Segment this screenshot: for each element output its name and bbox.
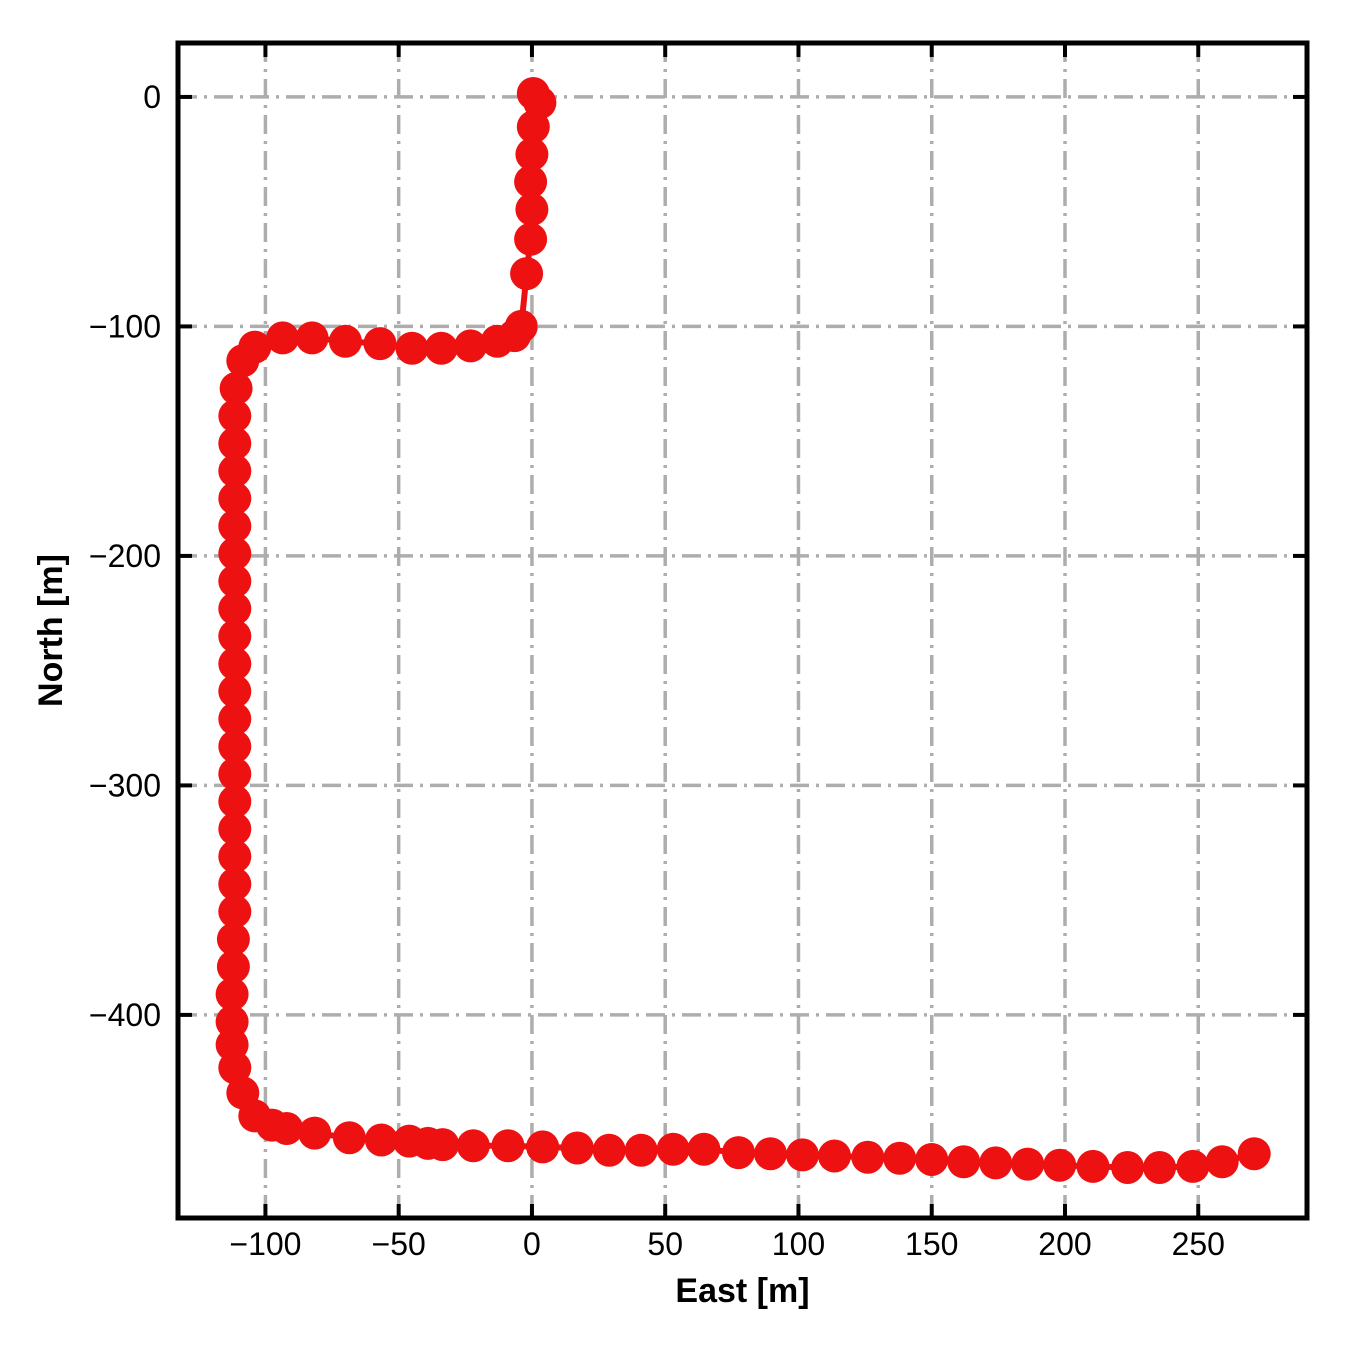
y-tick-label: 0 [143, 79, 161, 115]
data-point [514, 222, 548, 256]
data-point [266, 321, 300, 355]
data-point [218, 454, 252, 488]
x-tick-label: 0 [523, 1226, 541, 1262]
x-tick-label: −100 [229, 1226, 301, 1262]
data-point [218, 840, 252, 873]
x-tick-label: 200 [1038, 1226, 1091, 1262]
data-point [592, 1133, 626, 1167]
x-tick-label: 100 [772, 1226, 825, 1262]
data-point [218, 482, 252, 515]
trajectory-line [229, 90, 1258, 1171]
data-point [332, 1121, 366, 1155]
data-point [215, 1005, 249, 1039]
data-point [218, 867, 252, 901]
data-point [818, 1139, 851, 1173]
y-axis-label: North [m] [32, 554, 70, 707]
data-point [516, 110, 550, 144]
data-point [883, 1141, 917, 1175]
data-point [1011, 1147, 1045, 1181]
x-tick-label: 250 [1172, 1226, 1225, 1262]
data-point [1143, 1151, 1177, 1184]
data-point [218, 537, 252, 571]
data-point [515, 137, 549, 171]
data-point [491, 1129, 525, 1163]
grid-layer [178, 43, 1307, 1218]
data-point [560, 1131, 594, 1165]
data-point [1205, 1145, 1239, 1179]
data-point [947, 1145, 981, 1179]
x-tick-label: −50 [372, 1226, 426, 1262]
y-tick-label: −400 [89, 997, 161, 1033]
data-point [395, 331, 429, 365]
data-point [218, 399, 252, 433]
data-point [218, 702, 252, 736]
data-point [295, 321, 329, 355]
data-point [915, 1143, 949, 1176]
data-point [218, 1051, 252, 1085]
data-point [218, 509, 252, 543]
data-point [1076, 1149, 1110, 1183]
data-point [363, 327, 397, 361]
data-point [218, 757, 252, 791]
data-point [687, 1132, 721, 1166]
axes-layer [175, 40, 1310, 1221]
data-point [480, 324, 514, 358]
data-point [218, 674, 252, 708]
data-point [328, 324, 362, 358]
data-point [218, 812, 252, 846]
data-point [218, 785, 252, 818]
data-point [656, 1132, 690, 1166]
data-point [1111, 1151, 1145, 1184]
data-point [218, 427, 252, 460]
data-point [226, 344, 260, 378]
data-point [722, 1136, 755, 1170]
series-layer [215, 77, 1271, 1184]
data-point [218, 619, 252, 653]
data-point [1237, 1137, 1271, 1171]
x-axis-label: East [m] [675, 1272, 809, 1310]
data-point [456, 1129, 490, 1163]
data-point [786, 1138, 819, 1172]
data-point [754, 1137, 787, 1171]
data-point [218, 647, 252, 681]
tick-label-layer: −100 −50 0 50 100 150 200 250 0 −100 −200 −300 −400 [89, 79, 1225, 1262]
data-point [218, 729, 252, 763]
data-point [515, 192, 549, 226]
data-point [624, 1133, 658, 1167]
x-tick-label: 50 [647, 1226, 683, 1262]
data-point [218, 895, 252, 929]
data-point [979, 1146, 1013, 1180]
data-point [270, 1112, 304, 1145]
data-point [218, 592, 252, 626]
plot-spines [175, 40, 1310, 1221]
data-point [424, 331, 458, 365]
data-point [510, 257, 544, 291]
data-point [215, 977, 249, 1011]
data-point [851, 1140, 885, 1174]
data-point [218, 564, 252, 598]
data-point [219, 371, 253, 405]
data-point [216, 922, 250, 956]
data-point [1043, 1148, 1077, 1182]
data-point [1176, 1149, 1210, 1183]
data-point [364, 1123, 398, 1157]
x-tick-label: 150 [905, 1226, 958, 1262]
data-point [514, 165, 548, 199]
y-tick-label: −200 [89, 538, 161, 574]
data-point [454, 329, 488, 363]
data-point [298, 1116, 332, 1150]
y-tick-label: −300 [89, 767, 161, 803]
data-point [526, 1130, 560, 1164]
data-point [426, 1128, 460, 1162]
y-tick-label: −100 [89, 308, 161, 344]
data-point [216, 950, 250, 984]
